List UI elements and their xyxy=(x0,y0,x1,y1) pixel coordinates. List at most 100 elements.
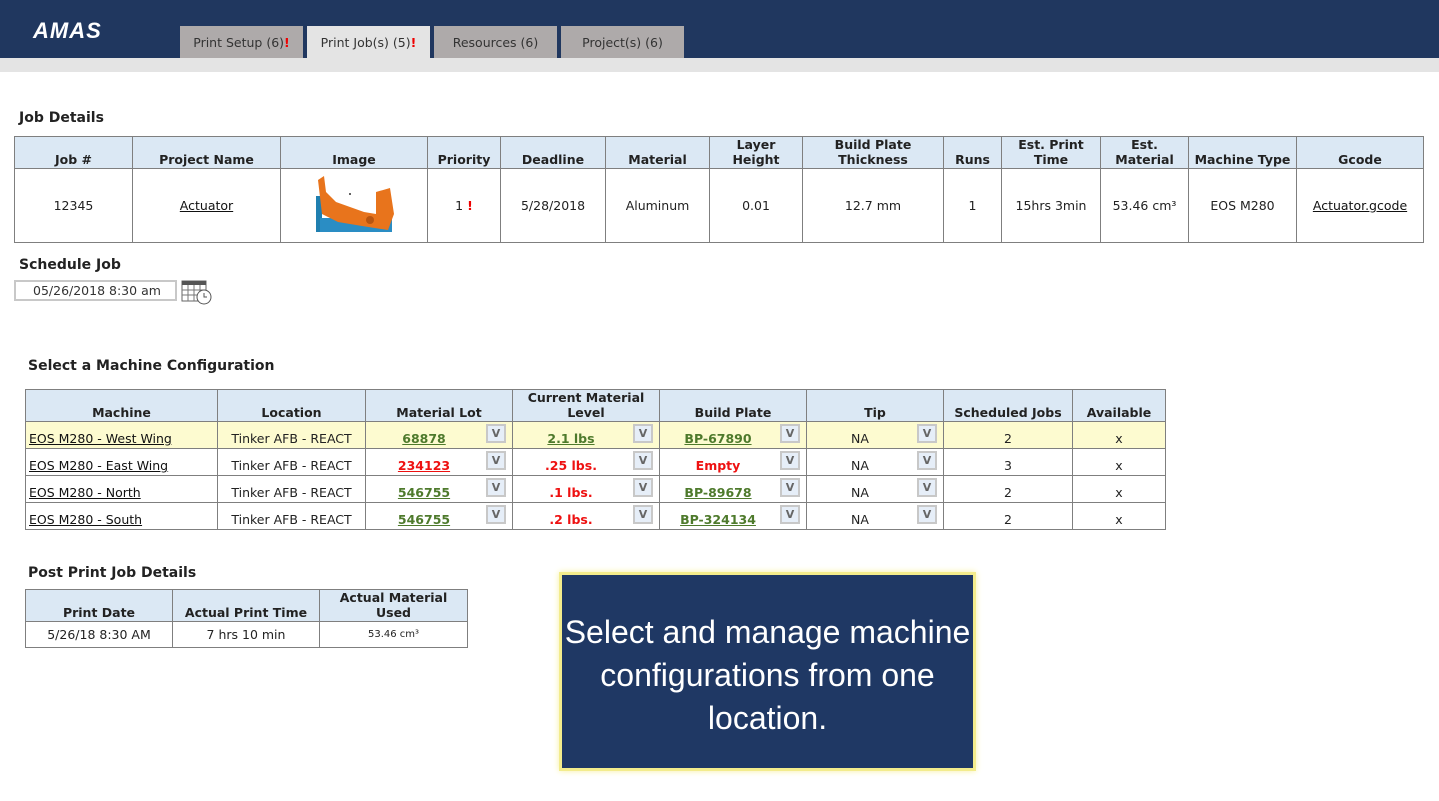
material: Aluminum xyxy=(605,168,710,243)
schedule-title: Schedule Job xyxy=(19,257,121,273)
table-row[interactable]: EOS M280 - East Wing Tinker AFB - REACT 23… xyxy=(25,448,1166,476)
material-lot-link[interactable]: 546755 xyxy=(397,485,451,500)
project-link[interactable]: Actuator xyxy=(179,198,234,213)
table-row: 12345 Actuator 1 ! 5/28/2018 Aluminum 0.… xyxy=(14,168,1424,243)
tip: NA xyxy=(851,458,869,473)
est-material: 53.46 cm³ xyxy=(1100,168,1189,243)
dropdown-button[interactable]: V xyxy=(486,424,506,443)
scheduled-jobs: 2 xyxy=(943,475,1073,503)
gcode-link[interactable]: Actuator.gcode xyxy=(1312,198,1408,213)
dropdown-button[interactable]: V xyxy=(486,478,506,497)
build-plate-link[interactable]: BP-89678 xyxy=(684,485,752,500)
material-level: .2 lbs. xyxy=(549,512,593,527)
location: Tinker AFB - REACT xyxy=(217,475,366,503)
col-project: Project Name xyxy=(132,136,281,169)
tab-print-jobs[interactable]: Print Job(s) (5)! xyxy=(307,26,430,58)
available[interactable]: x xyxy=(1072,448,1166,476)
machine-link[interactable]: EOS M280 - North xyxy=(29,485,141,500)
dropdown-button[interactable]: V xyxy=(917,424,937,443)
tab-print-setup[interactable]: Print Setup (6)! xyxy=(180,26,303,58)
dropdown-button[interactable]: V xyxy=(917,505,937,524)
location: Tinker AFB - REACT xyxy=(217,502,366,530)
col-plate-thickness: Build Plate Thickness xyxy=(802,136,944,169)
col-actual-print-time: Actual Print Time xyxy=(172,589,320,622)
tab-label: Project(s) (6) xyxy=(582,34,663,50)
table-row[interactable]: EOS M280 - South Tinker AFB - REACT 546755… xyxy=(25,502,1166,530)
scheduled-jobs: 3 xyxy=(943,448,1073,476)
location: Tinker AFB - REACT xyxy=(217,448,366,476)
tab-projects[interactable]: Project(s) (6) xyxy=(561,26,684,58)
col-material: Material xyxy=(605,136,710,169)
material-level: 2.1 lbs xyxy=(547,431,595,446)
layer-height: 0.01 xyxy=(709,168,803,243)
col-layer-height: Layer Height xyxy=(709,136,803,169)
build-plate-link[interactable]: BP-324134 xyxy=(680,512,756,527)
alert-icon: ! xyxy=(284,34,290,50)
build-plate-link[interactable]: BP-67890 xyxy=(684,431,752,446)
col-available: Available xyxy=(1072,389,1166,422)
tab-label: Resources (6) xyxy=(452,34,539,50)
dropdown-button[interactable]: V xyxy=(633,478,653,497)
col-machine-type: Machine Type xyxy=(1188,136,1297,169)
col-build-plate: Build Plate xyxy=(659,389,807,422)
table-row[interactable]: EOS M280 - West Wing Tinker AFB - REACT 68… xyxy=(25,421,1166,449)
priority-value: 1 xyxy=(455,198,464,213)
print-date: 5/26/18 8:30 AM xyxy=(25,621,173,648)
priority-alert-icon: ! xyxy=(467,198,473,213)
available[interactable]: x xyxy=(1072,502,1166,530)
col-actual-material: Actual Material Used xyxy=(319,589,468,622)
col-material-level: Current Material Level xyxy=(512,389,660,422)
col-machine: Machine xyxy=(25,389,218,422)
machine-config-title: Select a Machine Configuration xyxy=(28,358,275,374)
machine-config-table: Machine Location Material Lot Current Ma… xyxy=(25,389,1166,530)
tab-resources[interactable]: Resources (6) xyxy=(434,26,557,58)
job-number: 12345 xyxy=(14,168,133,243)
table-row[interactable]: EOS M280 - North Tinker AFB - REACT 546755… xyxy=(25,475,1166,503)
material-lot-link[interactable]: 234123 xyxy=(397,458,451,473)
deadline: 5/28/2018 xyxy=(500,168,606,243)
scheduled-jobs: 2 xyxy=(943,502,1073,530)
col-deadline: Deadline xyxy=(500,136,606,169)
tip: NA xyxy=(851,431,869,446)
tip: NA xyxy=(851,512,869,527)
dropdown-button[interactable]: V xyxy=(780,505,800,524)
material-level: .25 lbs. xyxy=(545,458,597,473)
machine-type: EOS M280 xyxy=(1188,168,1297,243)
dropdown-button[interactable]: V xyxy=(633,505,653,524)
part-thumbnail[interactable] xyxy=(312,174,396,234)
tab-strip xyxy=(0,58,1439,72)
dropdown-button[interactable]: V xyxy=(633,424,653,443)
available[interactable]: x xyxy=(1072,475,1166,503)
calendar-icon[interactable] xyxy=(181,277,213,305)
runs: 1 xyxy=(943,168,1002,243)
schedule-date-input[interactable]: 05/26/2018 8:30 am xyxy=(14,280,177,301)
dropdown-button[interactable]: V xyxy=(780,478,800,497)
job-details-title: Job Details xyxy=(19,110,104,126)
material-lot-link[interactable]: 68878 xyxy=(402,431,446,446)
col-material-lot: Material Lot xyxy=(365,389,513,422)
build-plate-link[interactable]: Empty xyxy=(695,458,741,473)
machine-link[interactable]: EOS M280 - West Wing xyxy=(29,431,172,446)
job-details-table: Job # Project Name Image Priority Deadli… xyxy=(14,136,1424,243)
scheduled-jobs: 2 xyxy=(943,421,1073,449)
dropdown-button[interactable]: V xyxy=(780,424,800,443)
dropdown-button[interactable]: V xyxy=(917,451,937,470)
machine-link[interactable]: EOS M280 - South xyxy=(29,512,143,527)
available[interactable]: x xyxy=(1072,421,1166,449)
material-level: .1 lbs. xyxy=(549,485,593,500)
material-lot-link[interactable]: 546755 xyxy=(397,512,451,527)
tip: NA xyxy=(851,485,869,500)
col-runs: Runs xyxy=(943,136,1002,169)
dropdown-button[interactable]: V xyxy=(780,451,800,470)
col-est-material: Est. Material xyxy=(1100,136,1189,169)
actual-material: 53.46 cm³ xyxy=(319,621,468,648)
dropdown-button[interactable]: V xyxy=(486,451,506,470)
table-row: 5/26/18 8:30 AM 7 hrs 10 min 53.46 cm³ xyxy=(25,621,468,648)
dropdown-button[interactable]: V xyxy=(486,505,506,524)
tab-label: Print Setup (6) xyxy=(193,34,285,50)
app-logo: AMAS xyxy=(33,18,102,43)
location: Tinker AFB - REACT xyxy=(217,421,366,449)
dropdown-button[interactable]: V xyxy=(633,451,653,470)
dropdown-button[interactable]: V xyxy=(917,478,937,497)
machine-link[interactable]: EOS M280 - East Wing xyxy=(29,458,169,473)
